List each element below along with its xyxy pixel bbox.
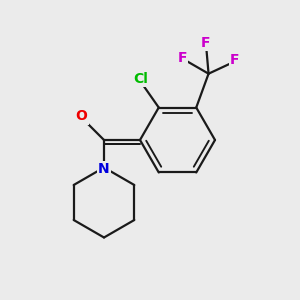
Text: Cl: Cl (134, 72, 148, 86)
Text: F: F (200, 36, 210, 50)
Text: F: F (230, 53, 240, 67)
Text: O: O (76, 110, 87, 124)
Text: N: N (98, 163, 110, 176)
Text: F: F (178, 51, 187, 65)
